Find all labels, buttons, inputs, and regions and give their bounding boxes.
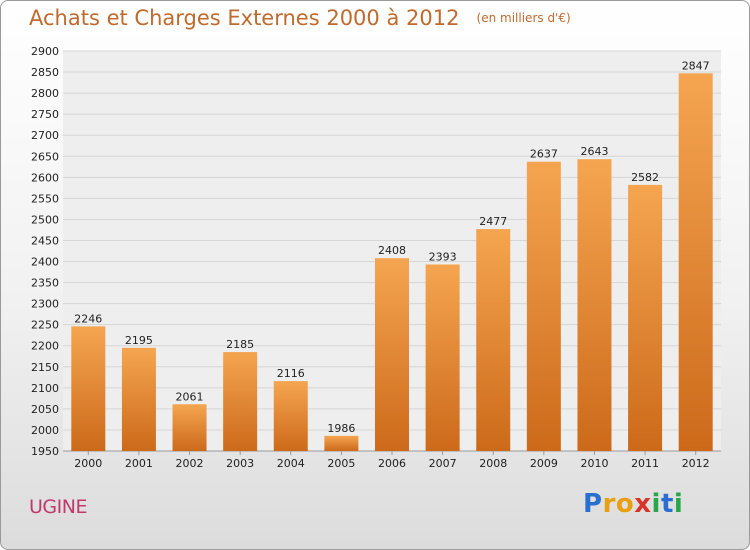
title-row: Achats et Charges Externes 2000 à 2012 (… [29, 6, 571, 30]
bar-2006 [375, 258, 409, 451]
y-tick-label: 2650 [31, 150, 59, 163]
y-tick-label: 2050 [31, 403, 59, 416]
logo-letter: P [583, 489, 603, 519]
bar-2011 [628, 184, 663, 452]
bar-value-label: 2477 [479, 215, 507, 228]
logo-letter: t [660, 489, 674, 519]
y-tick-label: 2250 [31, 319, 59, 332]
bar-2010 [577, 159, 612, 452]
y-tick-label: 2400 [31, 256, 59, 269]
x-tick-label: 2006 [378, 457, 406, 470]
y-tick-label: 2800 [31, 87, 59, 100]
y-tick-label: 2750 [31, 108, 59, 121]
x-tick-label: 2009 [530, 457, 558, 470]
chart-unit: (en milliers d'€) [476, 11, 571, 25]
x-tick-label: 2011 [631, 457, 659, 470]
x-axis: 2000 2001 2002 2003 2004 2005 2006 2007 2008 2009… [74, 451, 710, 470]
y-tick-label: 2200 [31, 340, 59, 353]
bars: 2246 2195 2061 2185 2116 1986 2408 2393 2477 2637… [71, 59, 713, 452]
y-tick-label: 2100 [31, 382, 59, 395]
y-tick-label: 1950 [31, 445, 59, 458]
y-tick-label: 2600 [31, 171, 59, 184]
logo-letter: o [615, 489, 635, 519]
x-tick-label: 2007 [429, 457, 457, 470]
x-tick-label: 2012 [682, 457, 710, 470]
x-tick-label: 2002 [176, 457, 204, 470]
logo-letter: x [634, 489, 652, 519]
bar-value-label: 2637 [530, 148, 558, 161]
bar-2001 [121, 347, 156, 451]
y-tick-label: 2450 [31, 234, 59, 247]
bar-2008 [476, 229, 511, 451]
x-tick-label: 2000 [74, 457, 102, 470]
bar-2007 [425, 264, 460, 451]
bar-value-label: 2185 [226, 338, 254, 351]
y-tick-label: 2300 [31, 298, 59, 311]
y-tick-label: 2850 [31, 66, 59, 79]
place-name: UGINE [29, 496, 87, 518]
y-tick-label: 2150 [31, 361, 59, 374]
bar-value-label: 2246 [74, 312, 102, 325]
x-tick-label: 2003 [226, 457, 254, 470]
bar-value-label: 2582 [631, 171, 659, 184]
logo-letter: i [651, 489, 661, 519]
bar-2009 [526, 161, 561, 451]
bar-2012 [678, 73, 713, 451]
x-tick-label: 2001 [125, 457, 153, 470]
y-tick-label: 2500 [31, 213, 59, 226]
logo-letter: r [602, 489, 616, 519]
bar-value-label: 2195 [125, 334, 153, 347]
bar-value-label: 1986 [327, 422, 355, 435]
bar-value-label: 2408 [378, 244, 406, 257]
y-tick-label: 2550 [31, 192, 59, 205]
y-tick-label: 2900 [31, 45, 59, 58]
bar-2000 [71, 326, 106, 451]
bar-value-label: 2643 [580, 145, 608, 158]
chart-title: Achats et Charges Externes 2000 à 2012 [29, 6, 460, 30]
bar-2002 [172, 404, 207, 451]
x-tick-label: 2004 [277, 457, 305, 470]
y-axis: 1950 2000 2050 2100 2150 2200 2250 2300 2350 2400… [31, 45, 59, 458]
y-tick-label: 2350 [31, 277, 59, 290]
bar-2003 [223, 352, 258, 451]
bar-value-label: 2061 [176, 390, 204, 403]
bar-value-label: 2393 [429, 250, 457, 263]
bar-2004 [273, 381, 308, 451]
proxiti-logo: Proxiti [583, 489, 683, 519]
bar-2005 [324, 435, 359, 451]
x-tick-label: 2008 [479, 457, 507, 470]
x-tick-label: 2010 [580, 457, 608, 470]
y-tick-label: 2700 [31, 129, 59, 142]
bar-value-label: 2116 [277, 367, 305, 380]
x-tick-label: 2005 [327, 457, 355, 470]
logo-letter: i [673, 489, 684, 519]
y-tick-label: 2000 [31, 424, 59, 437]
bar-value-label: 2847 [682, 59, 710, 72]
